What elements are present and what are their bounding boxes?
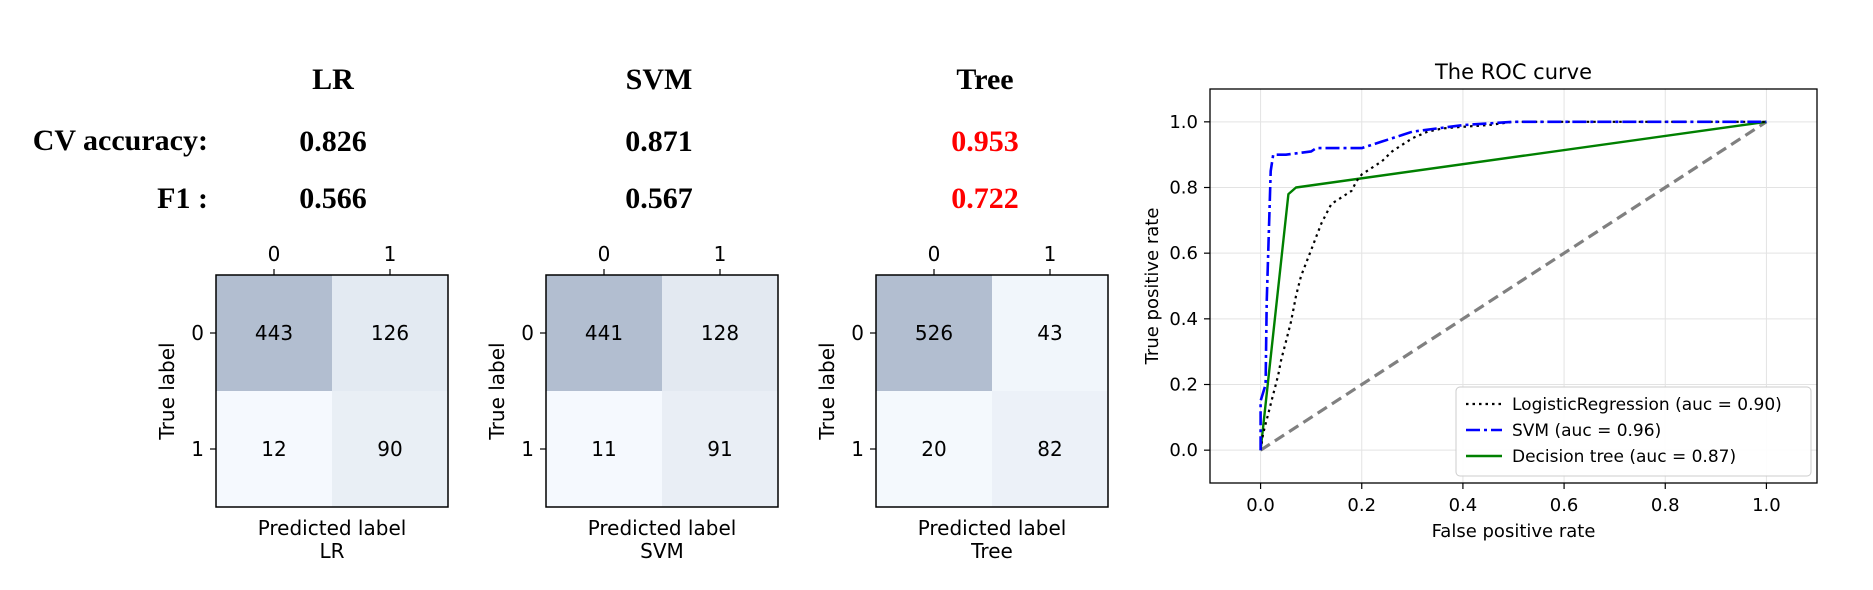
cm-cell-r1-c0 (216, 391, 332, 507)
roc-x-tick-label-2: 0.4 (1449, 495, 1478, 516)
cm-value-r1-c1: 90 (377, 437, 402, 461)
cm-x-tick-1: 1 (714, 242, 727, 266)
cm-y-tick-1: 1 (851, 437, 864, 461)
f1-tree: 0.722 (951, 182, 1019, 215)
cm-frame (875, 274, 1109, 508)
cm-x-tick-0: 0 (928, 242, 941, 266)
cm-cell-r1-c1 (992, 391, 1108, 507)
roc-xlabel: False positive rate (1432, 521, 1596, 542)
cm-y-tick-0: 0 (851, 321, 864, 345)
cm-y-tick-0: 0 (521, 321, 534, 345)
model-header-tree: Tree (956, 63, 1013, 96)
cm-cell-r1-c0 (876, 391, 992, 507)
model-header-svm: SVM (626, 63, 693, 96)
summary-table: LR SVM Tree CV accuracy: 0.826 0.871 0.9… (33, 63, 1019, 215)
roc-y-tick-label-3: 0.6 (1169, 243, 1198, 264)
roc-legend: LogisticRegression (auc = 0.90) SVM (auc … (1455, 386, 1812, 477)
cv-accuracy-lr: 0.826 (299, 125, 367, 158)
cm-cell-r0-c1 (662, 275, 778, 391)
roc-x-tick-label-0: 0.0 (1246, 495, 1275, 516)
cm-value-r1-c1: 82 (1037, 437, 1062, 461)
roc-x-tick-label-3: 0.6 (1550, 495, 1579, 516)
roc-title: The ROC curve (1434, 60, 1592, 84)
cm-x-tick-0: 0 (268, 242, 281, 266)
roc-legend-box (1455, 386, 1812, 477)
cm-value-r0-c0: 441 (585, 321, 623, 345)
cm-cell-r1-c1 (332, 391, 448, 507)
cm-ylabel: True label (815, 342, 839, 440)
cm-title: SVM (640, 539, 684, 563)
cm-cell-r0-c1 (332, 275, 448, 391)
roc-series-line-2 (1259, 120, 1767, 451)
cv-accuracy-tree: 0.953 (951, 125, 1019, 158)
roc-series-line-0 (1259, 120, 1767, 451)
cm-x-tick-1: 1 (1044, 242, 1057, 266)
cm-value-r1-c0: 12 (261, 437, 286, 461)
cm-value-r0-c1: 128 (701, 321, 739, 345)
cm-cell-r0-c1 (992, 275, 1108, 391)
roc-legend-label-1: SVM (auc = 0.96) (1512, 421, 1661, 441)
roc-ylabel: True positive rate (1142, 208, 1163, 366)
roc-x-tick-label-1: 0.2 (1347, 495, 1376, 516)
cm-cell-r0-c0 (216, 275, 332, 391)
cm-ylabel: True label (155, 342, 179, 440)
cm-title: LR (319, 539, 344, 563)
roc-x-tick-label-4: 0.8 (1651, 495, 1680, 516)
cm-ylabel: True label (485, 342, 509, 440)
cm-y-tick-0: 0 (191, 321, 204, 345)
cm-cell-r0-c0 (546, 275, 662, 391)
cm-value-r1-c0: 11 (591, 437, 616, 461)
roc-plot-frame (1209, 88, 1818, 484)
roc-y-tick-label-5: 1.0 (1169, 112, 1198, 133)
roc-x-tick-label-5: 1.0 (1752, 495, 1781, 516)
roc-y-tick-label-4: 0.8 (1169, 178, 1198, 199)
cm-xlabel: Predicted label (588, 516, 737, 540)
row-label-cv-accuracy: CV accuracy: (33, 124, 208, 157)
cm-xlabel: Predicted label (918, 516, 1067, 540)
cm-cell-r1-c0 (546, 391, 662, 507)
cm-value-r0-c0: 526 (915, 321, 953, 345)
cm-x-tick-1: 1 (384, 242, 397, 266)
roc-legend-label-2: Decision tree (auc = 0.87) (1512, 447, 1736, 467)
cm-xlabel: Predicted label (258, 516, 407, 540)
cm-y-tick-1: 1 (521, 437, 534, 461)
f1-svm: 0.567 (625, 182, 693, 215)
roc-legend-label-0: LogisticRegression (auc = 0.90) (1512, 395, 1782, 415)
roc-series-line-1 (1259, 120, 1767, 451)
roc-chart: 0.0 0.2 0.4 0.6 0.8 1.0 0.0 0.2 0.4 0.6 0.8 1.0 The … (1142, 60, 1818, 542)
cm-frame (215, 274, 449, 508)
cm-value-r1-c1: 91 (707, 437, 732, 461)
cm-frame (545, 274, 779, 508)
roc-series-line-3 (1259, 120, 1768, 452)
roc-y-tick-label-1: 0.2 (1169, 375, 1198, 396)
model-header-lr: LR (312, 63, 354, 96)
cv-accuracy-svm: 0.871 (625, 125, 693, 158)
cm-cell-r1-c1 (662, 391, 778, 507)
cm-value-r0-c1: 43 (1037, 321, 1062, 345)
cm-title: Tree (970, 539, 1013, 563)
cm-y-tick-1: 1 (191, 437, 204, 461)
roc-y-tick-label-2: 0.4 (1169, 309, 1198, 330)
row-label-f1: F1 : (157, 182, 208, 215)
f1-lr: 0.566 (299, 182, 367, 215)
roc-y-tick-label-0: 0.0 (1169, 440, 1198, 461)
cm-cell-r0-c0 (876, 275, 992, 391)
cm-x-tick-0: 0 (598, 242, 611, 266)
cm-value-r0-c0: 443 (255, 321, 293, 345)
cm-value-r1-c0: 20 (921, 437, 946, 461)
cm-value-r0-c1: 126 (371, 321, 409, 345)
